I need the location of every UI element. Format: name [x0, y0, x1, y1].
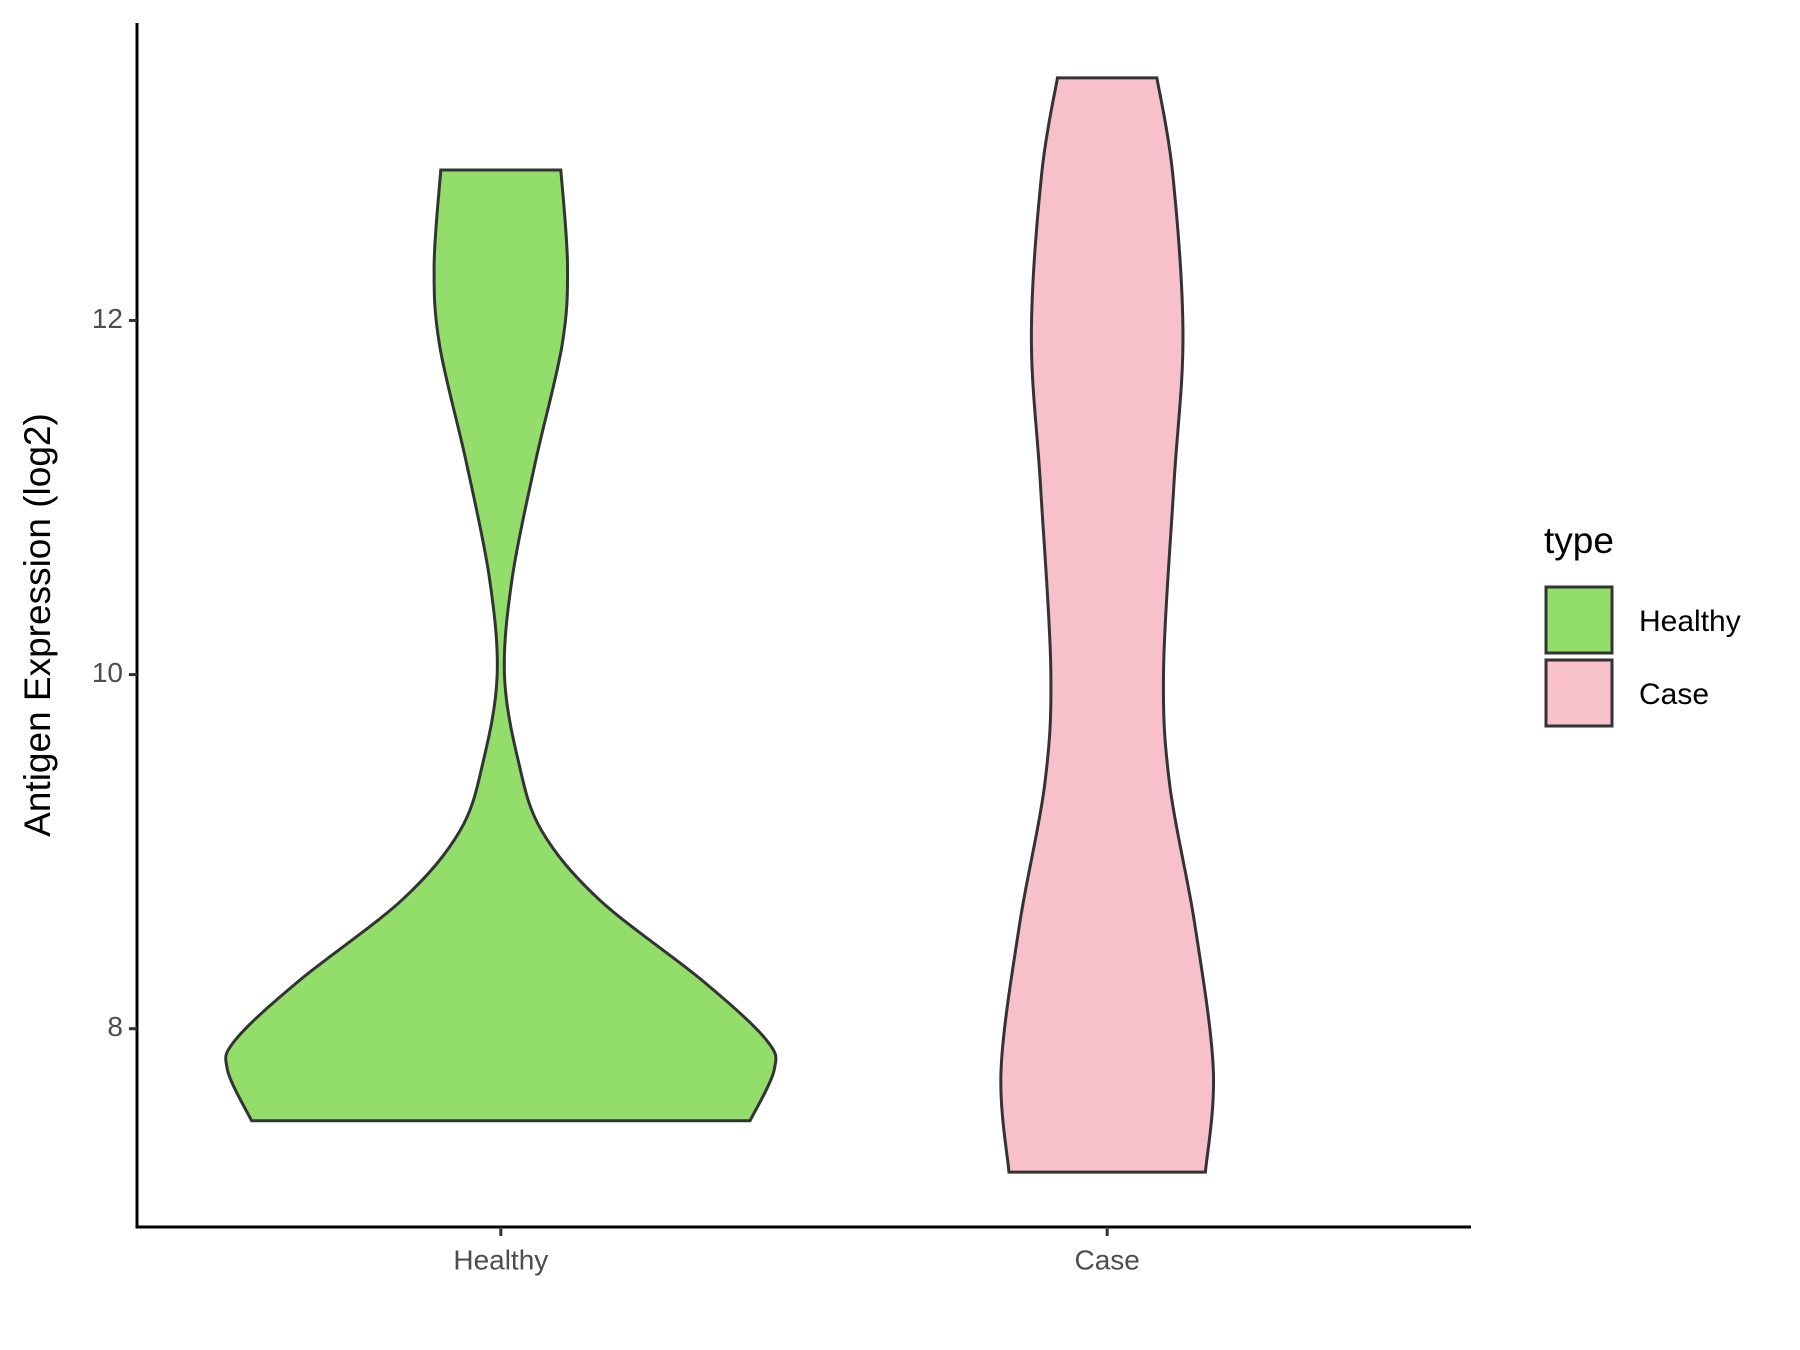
y-axis-title: Antigen Expression (log2): [17, 413, 58, 837]
x-tick-label: Healthy: [453, 1244, 548, 1275]
y-tick-label: 10: [92, 657, 123, 688]
x-tick-label: Case: [1074, 1244, 1139, 1275]
violin: [999, 76, 1216, 1174]
legend-key: [1544, 658, 1614, 728]
legend-label: Healthy: [1639, 605, 1741, 638]
y-tick-label: 8: [107, 1011, 123, 1042]
violin: [224, 168, 778, 1123]
legend-key: [1544, 585, 1614, 655]
legend-label: Case: [1639, 678, 1709, 711]
y-tick-label: 12: [92, 303, 123, 334]
legend-title: type: [1544, 520, 1614, 561]
